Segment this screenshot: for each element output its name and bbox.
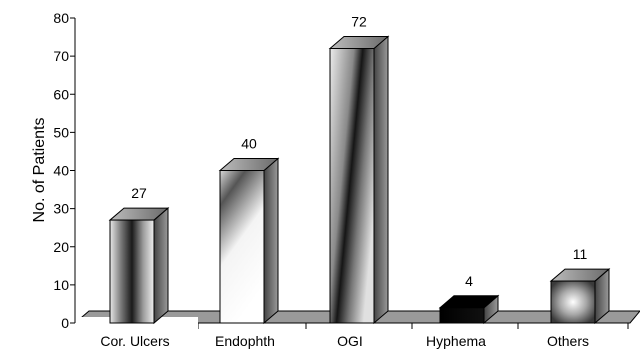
bar-others [549, 267, 611, 325]
y-tick-label: 40 [53, 163, 69, 179]
bar-cor-ulcers [108, 206, 170, 325]
data-label: 27 [131, 185, 147, 201]
y-axis: 0 10 20 30 40 50 60 70 80 [53, 10, 76, 331]
data-label: 11 [573, 246, 588, 262]
category-labels: Cor. Ulcers Endophth OGI Hyphema Others [100, 333, 589, 349]
y-tick-label: 60 [53, 86, 69, 102]
bar-side [263, 157, 279, 325]
bar-front [219, 170, 265, 324]
chart-floor [60, 310, 640, 354]
y-tick-label: 50 [53, 124, 69, 140]
bar-hyphema [438, 294, 500, 325]
category-label: Endophth [215, 333, 275, 349]
bar-front [109, 219, 155, 324]
bar-ogi [328, 35, 390, 325]
y-tick-label: 0 [61, 315, 69, 331]
category-label: OGI [337, 333, 363, 349]
y-tick-label: 80 [53, 10, 69, 26]
bar-front [550, 280, 596, 324]
bar-side [373, 35, 389, 325]
category-label: Hyphema [426, 333, 486, 349]
data-labels: 27 40 72 4 11 [131, 14, 587, 289]
bar-side [153, 206, 169, 325]
bar-front [439, 307, 485, 324]
bars [108, 35, 611, 325]
y-axis-title: No. of Patients [31, 118, 48, 223]
y-tick-label: 20 [53, 239, 69, 255]
bar-front [329, 48, 375, 324]
y-tick-label: 70 [53, 48, 69, 64]
data-label: 4 [465, 273, 473, 289]
category-label: Others [547, 333, 589, 349]
data-label: 40 [241, 136, 257, 152]
data-label: 72 [351, 14, 367, 30]
y-tick-label: 30 [53, 201, 69, 217]
y-tick-label: 10 [53, 277, 69, 293]
bar-endophth [218, 157, 280, 325]
category-label: Cor. Ulcers [100, 333, 169, 349]
